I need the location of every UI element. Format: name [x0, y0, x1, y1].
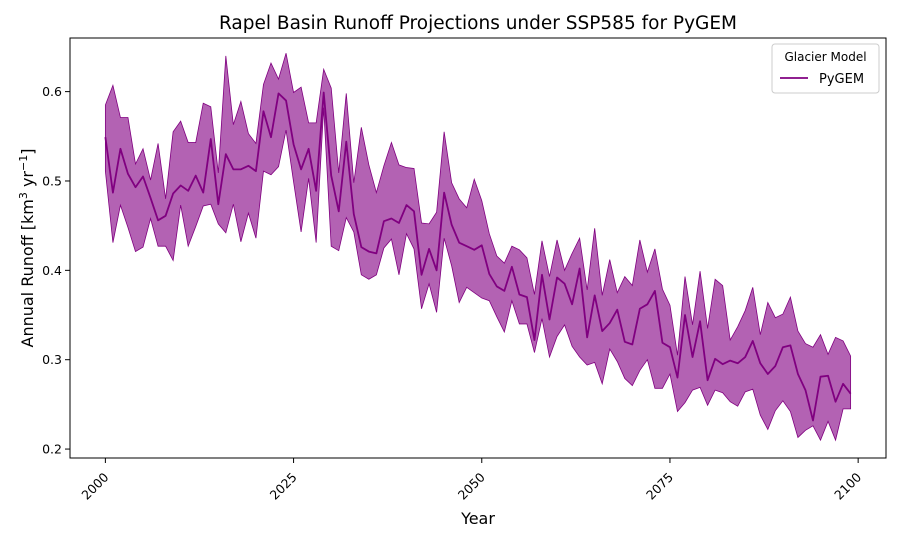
chart-title: Rapel Basin Runoff Projections under SSP…	[219, 13, 737, 34]
y-axis-ticks: 0.2 0.3 0.4 0.5 0.6	[42, 84, 70, 457]
y-axis-label-end: ]	[18, 149, 37, 155]
legend-title: Glacier Model	[784, 50, 866, 64]
y-tick-label: 0.4	[42, 263, 62, 278]
y-axis-label-main: Annual Runoff [km	[18, 199, 37, 347]
y-axis-label-sup-2: −1	[17, 155, 30, 171]
plot-frame	[69, 37, 887, 459]
y-axis-label-sup-1: 3	[17, 192, 30, 199]
legend-box	[771, 43, 880, 94]
legend-entry-label: PyGEM	[819, 72, 864, 87]
y-tick-label: 0.6	[42, 84, 62, 99]
y-tick-label: 0.3	[42, 352, 62, 367]
legend: Glacier Model PyGEM	[771, 43, 880, 94]
y-tick-label: 0.5	[42, 173, 62, 188]
y-tick-label: 0.2	[42, 442, 62, 457]
mean-line-layer	[104, 91, 852, 422]
x-axis-label: Year	[460, 509, 495, 528]
series-line-pygem	[104, 91, 852, 422]
y-axis-label-mid: yr	[18, 171, 37, 193]
y-axis-label: Annual Runoff [km3 yr−1]	[17, 149, 37, 348]
